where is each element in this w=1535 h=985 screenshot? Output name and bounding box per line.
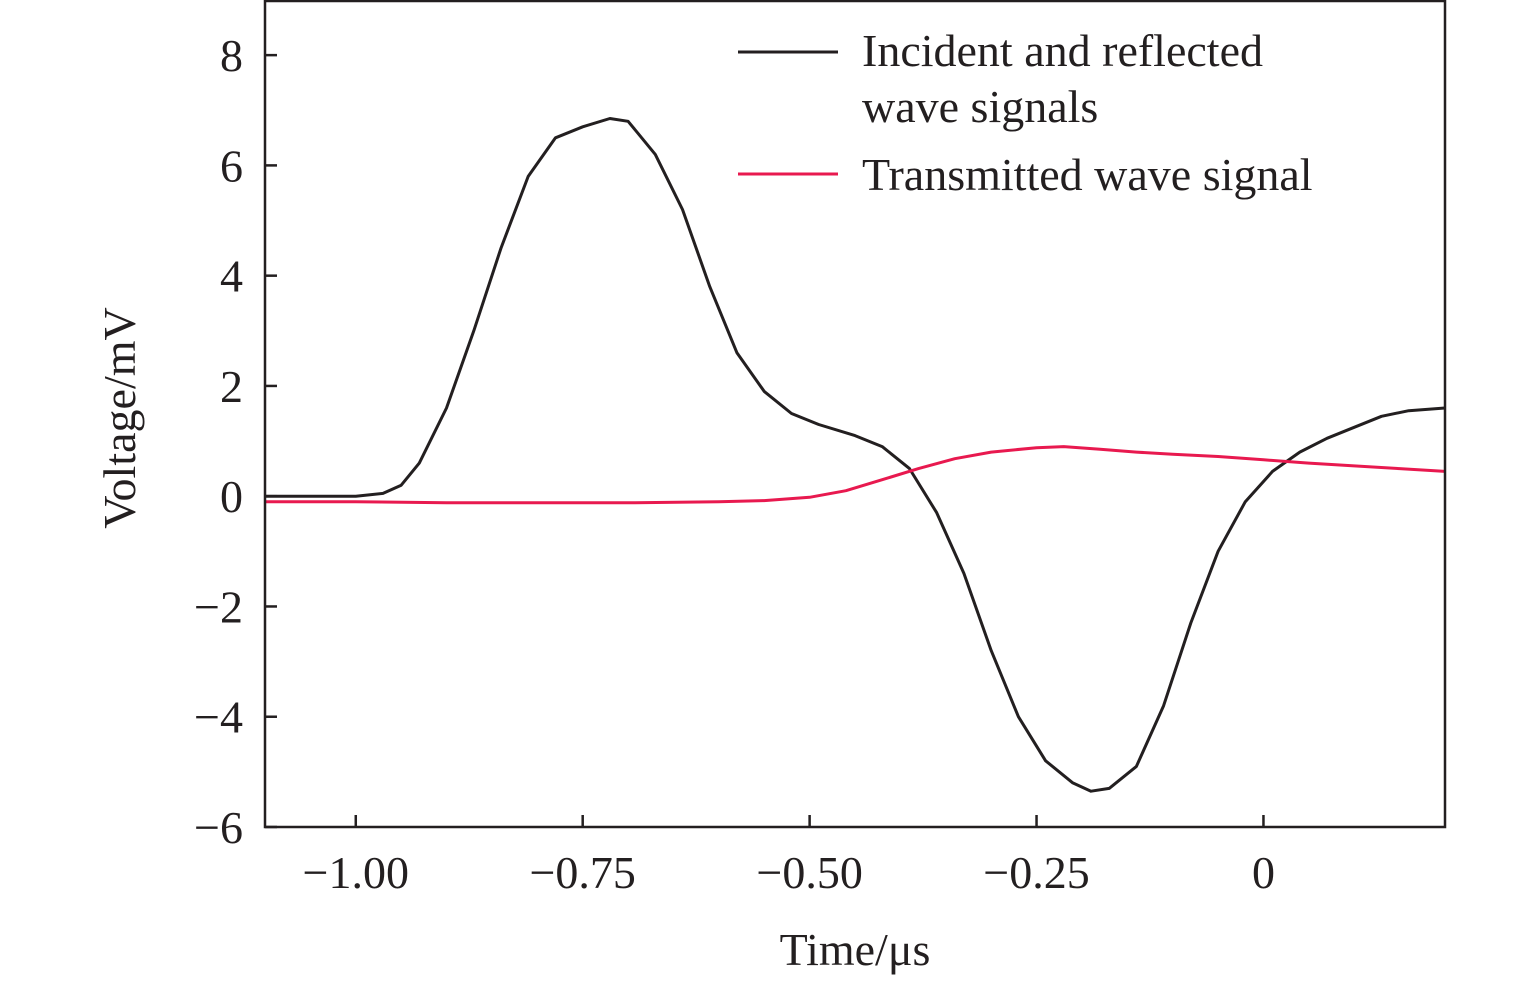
series-line-transmitted	[265, 445, 1446, 505]
y-tick-label: 0	[220, 471, 243, 522]
x-tick-label: 0	[1252, 847, 1275, 898]
legend-label-transmitted: Transmitted wave signal	[862, 149, 1313, 200]
x-axis-title: Time/μs	[780, 924, 931, 975]
axes-layer	[263, 0, 1447, 829]
legend: Incident and reflected wave signals Tran…	[738, 25, 1313, 200]
y-tick-label: 4	[220, 251, 243, 302]
y-tick-label: 8	[220, 30, 243, 81]
ticks-layer: −1.00 −0.75 −0.50 −0.25 0 −6 −4 −2 0 2 4 6 8	[194, 30, 1275, 898]
x-tick-label: −0.25	[983, 847, 1089, 898]
y-tick-label: −6	[194, 802, 243, 853]
y-axis-title: Voltage/mV	[94, 307, 145, 528]
x-tick-label: −0.75	[529, 847, 635, 898]
y-tick-label: −2	[194, 581, 243, 632]
y-tick-label: 2	[220, 361, 243, 412]
x-tick-label: −1.00	[303, 847, 409, 898]
legend-label-incident-line1: Incident and reflected	[862, 25, 1263, 76]
series-line-incident-reflected	[265, 117, 1446, 793]
y-tick-label: 6	[220, 140, 243, 191]
x-tick-label: −0.50	[756, 847, 862, 898]
y-tick-label: −4	[194, 692, 243, 743]
series-layer	[265, 117, 1446, 793]
plot-frame	[263, 0, 1447, 829]
legend-label-incident-line2: wave signals	[862, 81, 1098, 132]
